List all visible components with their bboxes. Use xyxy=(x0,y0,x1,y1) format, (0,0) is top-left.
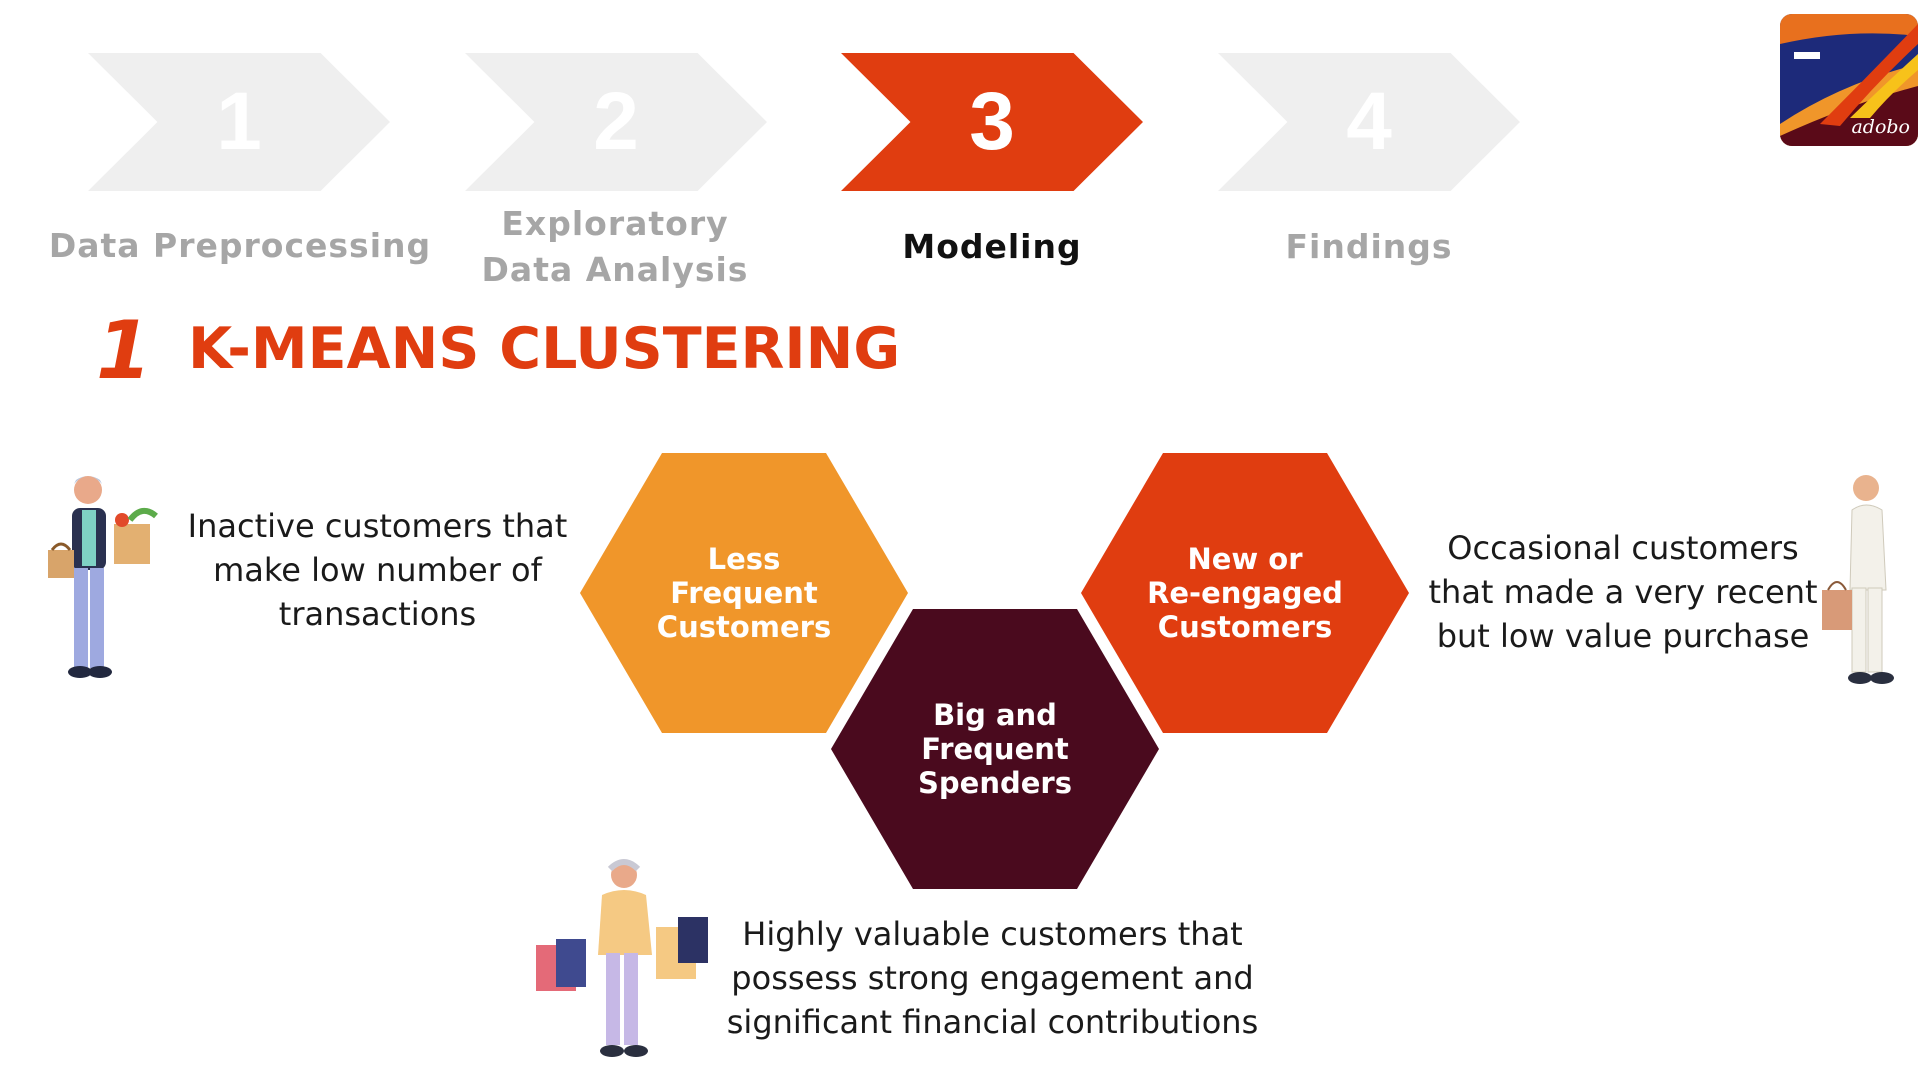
logo-graphic xyxy=(1780,14,1918,146)
step-3-label: Modeling xyxy=(902,227,1082,266)
hex-less-frequent: Less Frequent Customers xyxy=(580,453,908,733)
customer-groceries-illustration xyxy=(48,476,158,678)
desc-new-reengaged: Occasional customers that made a very re… xyxy=(1428,529,1818,655)
step-2-number: 2 xyxy=(593,76,639,167)
step-4-number: 4 xyxy=(1346,76,1392,167)
section-title: K-MEANS CLUSTERING xyxy=(188,316,901,382)
desc-big-frequent: Highly valuable customers that possess s… xyxy=(726,915,1259,1041)
big-spender-illustration xyxy=(536,859,708,1057)
hex-big-frequent-label: Big and Frequent Spenders xyxy=(918,698,1072,800)
step-1: 1 xyxy=(88,53,390,191)
section-number: 1 xyxy=(96,304,152,397)
customer-shopping-bag-illustration xyxy=(1822,475,1894,684)
step-1-label: Data Preprocessing xyxy=(48,226,432,265)
step-2: 2 xyxy=(465,53,767,191)
step-4: 4 xyxy=(1218,53,1520,191)
step-4-label: Findings xyxy=(1285,227,1453,266)
adobo-logo: adobo xyxy=(1780,14,1918,146)
hex-big-frequent: Big and Frequent Spenders xyxy=(831,609,1159,889)
logo-text: adobo xyxy=(1851,116,1910,138)
desc-less-frequent: Inactive customers that make low number … xyxy=(187,507,568,633)
step-3-number: 3 xyxy=(969,76,1015,167)
hex-new-reengaged: New or Re-engaged Customers xyxy=(1081,453,1409,733)
hex-less-frequent-label: Less Frequent Customers xyxy=(656,542,832,644)
step-1-number: 1 xyxy=(216,76,262,167)
hex-new-reengaged-label: New or Re-engaged Customers xyxy=(1147,542,1343,644)
step-3: 3 xyxy=(841,53,1143,191)
step-2-label: Exploratory Data Analysis xyxy=(481,204,749,289)
